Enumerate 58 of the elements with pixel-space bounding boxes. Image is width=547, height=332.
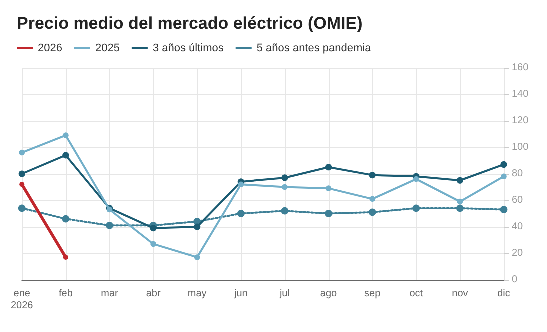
y-tick-label: 120 xyxy=(512,116,530,126)
x-tick-label: feb xyxy=(58,288,74,300)
x-tick-label: ago xyxy=(320,288,338,300)
x-tick-label: mar xyxy=(101,288,120,300)
point xyxy=(237,210,245,218)
x-tick-label: ene 2026 xyxy=(11,288,34,312)
x-tick-label: jul xyxy=(278,288,290,300)
x-tick-label: sep xyxy=(364,288,382,300)
point xyxy=(194,224,201,230)
point xyxy=(326,186,332,192)
point xyxy=(370,196,376,202)
point xyxy=(18,204,26,212)
point xyxy=(456,177,464,184)
x-tick-label: dic xyxy=(498,288,510,300)
legend-label: 2025 xyxy=(95,42,120,54)
point xyxy=(238,182,244,188)
y-tick-label: 20 xyxy=(512,248,524,259)
y-tick-label: 60 xyxy=(512,195,524,206)
y-tick-label: 80 xyxy=(512,168,524,180)
point xyxy=(150,241,156,248)
y-tick-label: 100 xyxy=(512,142,530,153)
point xyxy=(500,206,508,214)
point xyxy=(412,204,420,212)
point xyxy=(456,204,464,212)
point xyxy=(150,225,157,232)
point xyxy=(63,132,69,138)
legend-label: 3 años últimos xyxy=(152,42,224,54)
point xyxy=(500,161,508,168)
point xyxy=(369,172,376,179)
point xyxy=(62,152,70,159)
x-tick-label: oct xyxy=(410,288,424,300)
x-tick-label: jun xyxy=(233,288,248,300)
point xyxy=(19,150,26,156)
y-tick-label: 140 xyxy=(512,89,530,100)
point xyxy=(282,184,288,190)
point xyxy=(368,208,376,216)
point xyxy=(20,182,25,188)
point xyxy=(281,207,289,215)
x-tick-label: abr xyxy=(146,288,162,300)
point xyxy=(457,198,464,205)
point xyxy=(325,164,332,171)
point xyxy=(106,222,114,230)
point xyxy=(501,174,507,180)
point xyxy=(18,170,26,178)
point xyxy=(413,176,420,182)
y-tick-label: 40 xyxy=(512,222,524,232)
point xyxy=(194,254,200,260)
y-tick-label: 0 xyxy=(512,274,518,286)
chart-title: Precio medio del mercado eléctrico (OMIE) xyxy=(17,14,363,33)
y-tick-label: 160 xyxy=(512,62,530,74)
point xyxy=(325,210,332,218)
x-tick-label: nov xyxy=(452,288,468,300)
point xyxy=(62,215,70,223)
point xyxy=(282,174,288,182)
legend-label: 5 años antes pandemia xyxy=(256,42,372,54)
x-tick-label: may xyxy=(188,288,207,300)
point xyxy=(63,254,68,260)
legend-label: 2026 xyxy=(38,42,62,54)
